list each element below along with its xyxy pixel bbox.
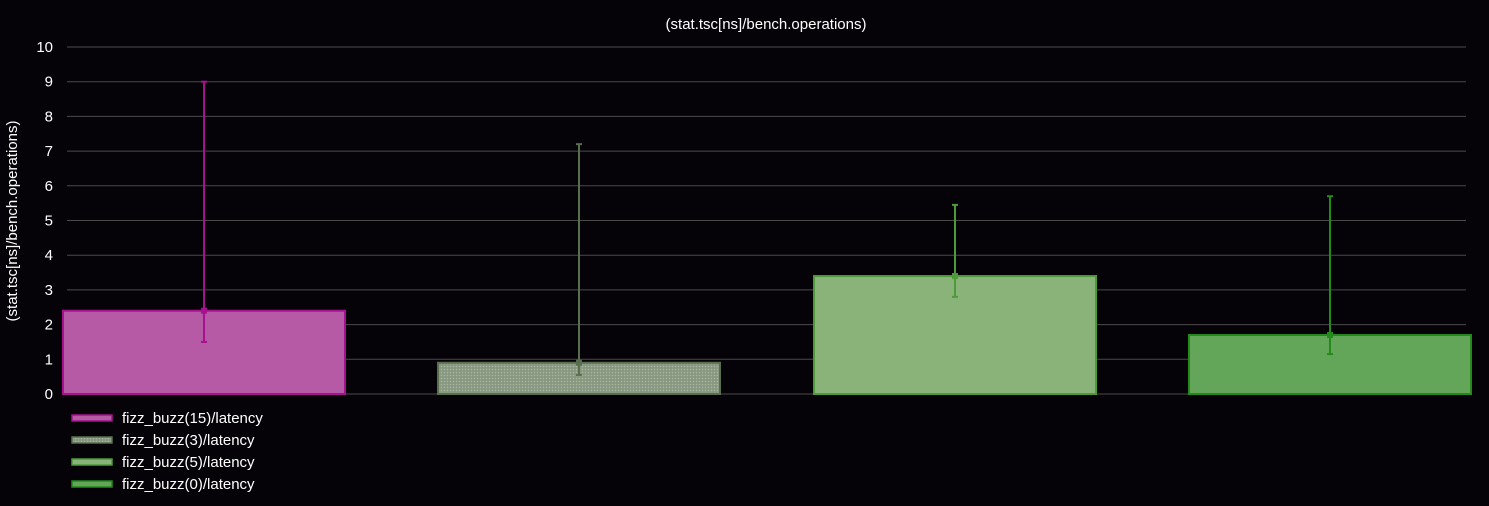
legend-label-3: fizz_buzz(0)/latency [122, 476, 255, 493]
legend-swatch-2 [71, 458, 113, 466]
bar-3 [1188, 334, 1472, 396]
y-tick-label-8: 8 [45, 108, 53, 125]
value-marker-1 [576, 359, 582, 366]
legend-swatch-0 [71, 414, 113, 422]
legend-label-1: fizz_buzz(3)/latency [122, 432, 255, 449]
legend-swatch-3 [71, 480, 113, 488]
y-tick-label-9: 9 [45, 74, 53, 91]
y-tick-label-10: 10 [36, 39, 53, 56]
y-tick-label-6: 6 [45, 178, 53, 195]
value-marker-0 [201, 307, 207, 314]
y-tick-label-5: 5 [45, 213, 53, 230]
y-tick-labels: 0 1 2 3 4 5 6 7 8 9 10 [36, 39, 53, 403]
legend-label-0: fizz_buzz(15)/latency [122, 410, 263, 427]
y-tick-label-7: 7 [45, 143, 53, 160]
y-tick-label-0: 0 [45, 386, 53, 403]
legend-swatch-1 [71, 436, 113, 444]
bars [62, 80, 1472, 396]
chart-title: (stat.tsc[ns]/bench.operations) [666, 16, 867, 33]
y-tick-label-2: 2 [45, 317, 53, 334]
y-tick-label-4: 4 [45, 247, 53, 264]
y-tick-label-1: 1 [45, 351, 53, 368]
legend: fizz_buzz(15)/latency fizz_buzz(3)/latenc… [71, 410, 263, 493]
legend-label-2: fizz_buzz(5)/latency [122, 454, 255, 471]
value-marker-3 [1327, 332, 1333, 339]
y-tick-label-3: 3 [45, 282, 53, 299]
value-marker-2 [952, 273, 958, 280]
y-axis-label: (stat.tsc[ns]/bench.operations) [4, 121, 21, 322]
